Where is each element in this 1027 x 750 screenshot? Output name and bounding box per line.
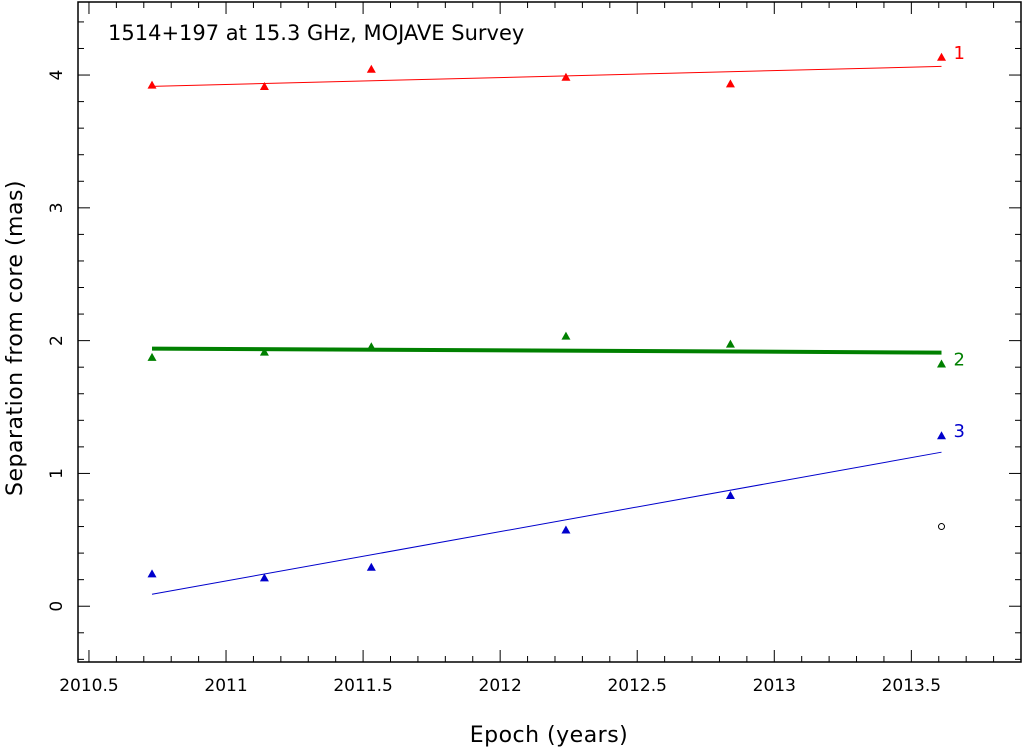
x-axis-ticks: 2010.5 2011 2011.5 2012 2012.5 2013 2013.5 <box>59 2 1022 696</box>
data-point-series-1 <box>561 72 571 81</box>
y-axis-ticks: 0 1 2 3 4 <box>47 21 1021 660</box>
data-point-series-1 <box>937 52 947 61</box>
data-point-series-3 <box>725 491 735 500</box>
data-point-series-2 <box>366 342 376 351</box>
data-point-series-1 <box>366 64 376 73</box>
x-axis-title: Epoch (years) <box>470 723 629 748</box>
y-tick-label: 3 <box>47 202 67 213</box>
x-tick-label: 2011 <box>204 676 247 696</box>
open-circle-point <box>938 523 946 531</box>
x-tick-label: 2013 <box>753 676 796 696</box>
y-axis-title: Separation from core (mas) <box>3 180 28 496</box>
series-label-2: 2 <box>954 350 965 371</box>
fit-line-2 <box>152 346 942 355</box>
data-point-series-3 <box>937 431 947 440</box>
fit-line-1 <box>152 65 942 87</box>
y-tick-label: 0 <box>47 601 67 612</box>
x-tick-label: 2012.5 <box>607 676 666 696</box>
data-point-series-1 <box>147 80 157 89</box>
fit-lines <box>151 65 942 595</box>
x-tick-label: 2010.5 <box>59 676 118 696</box>
data-point-series-1 <box>259 81 269 90</box>
data-point-series-2 <box>561 331 571 340</box>
y-tick-label: 4 <box>47 70 67 81</box>
data-point-series-1 <box>725 79 735 88</box>
data-point-series-2 <box>147 352 157 361</box>
data-point-series-2 <box>937 359 947 368</box>
y-tick-label: 1 <box>47 468 67 479</box>
y-tick-label: 2 <box>47 335 67 346</box>
series-labels: 1 2 3 <box>954 43 965 442</box>
data-point-series-2 <box>259 347 269 356</box>
x-tick-label: 2011.5 <box>333 676 392 696</box>
data-point-series-3 <box>366 562 376 571</box>
data-point-series-2 <box>725 339 735 348</box>
fit-line-3 <box>151 451 942 595</box>
data-points <box>147 52 947 582</box>
data-point-series-3 <box>147 569 157 578</box>
data-point-series-3 <box>561 525 571 534</box>
x-tick-label: 2012 <box>479 676 522 696</box>
series-label-3: 3 <box>954 421 965 442</box>
data-point-series-3 <box>259 573 269 582</box>
plot-frame <box>77 1 1022 663</box>
series-label-1: 1 <box>954 43 965 64</box>
chart-title: 1514+197 at 15.3 GHz, MOJAVE Survey <box>108 21 524 45</box>
x-tick-label: 2013.5 <box>882 676 941 696</box>
